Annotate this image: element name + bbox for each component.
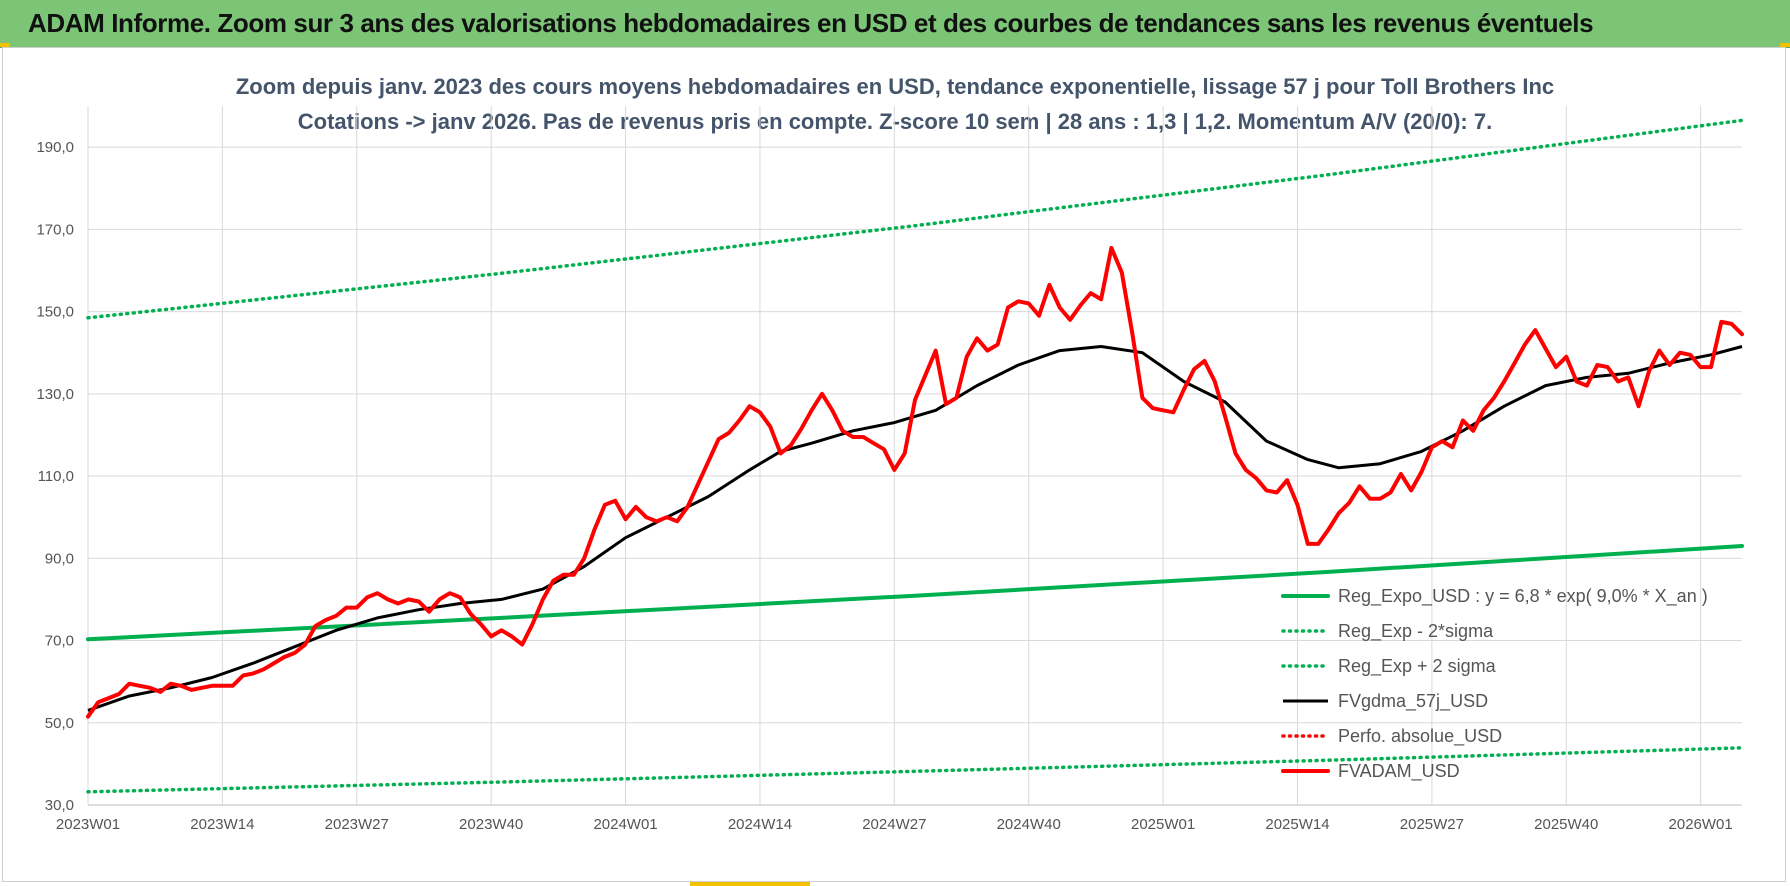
y-tick-label: 50,0 [45, 715, 74, 732]
legend-label: FVgdma_57j_USD [1338, 691, 1488, 712]
y-tick-label: 190,0 [36, 139, 74, 156]
legend-label: Reg_Exp + 2 sigma [1338, 656, 1497, 677]
chart-title-line1: Zoom depuis janv. 2023 des cours moyens … [236, 74, 1554, 99]
series-group [86, 118, 1744, 794]
x-tick-label: 2023W01 [56, 816, 120, 833]
y-tick-label: 170,0 [36, 221, 74, 238]
x-tick-label: 2023W40 [459, 816, 523, 833]
header-banner: ADAM Informe. Zoom sur 3 ans des valoris… [0, 0, 1790, 48]
y-tick-label: 30,0 [45, 797, 74, 814]
y-tick-label: 110,0 [38, 468, 74, 485]
x-tick-label: 2024W14 [728, 816, 792, 833]
y-tick-label: 150,0 [36, 304, 74, 321]
x-axis: 2023W01 2023W14 2023W27 2023W40 2024W01 2024W… [56, 804, 1742, 833]
x-tick-label: 2026W01 [1669, 816, 1733, 833]
legend: Reg_Expo_USD : y = 6,8 * exp( 9,0% * X_a… [1281, 586, 1708, 782]
chart-title-line2: Cotations -> janv 2026. Pas de revenus p… [298, 109, 1492, 134]
bottom-accent-bar [690, 882, 810, 886]
x-tick-label: 2023W14 [190, 816, 254, 833]
x-tick-label: 2025W27 [1400, 816, 1464, 833]
chart-frame [2, 47, 1786, 882]
x-tick-label: 2023W27 [325, 816, 389, 833]
legend-label: Perfo. absolue_USD [1338, 726, 1502, 747]
y-tick-label: 70,0 [45, 633, 74, 650]
x-tick-label: 2025W40 [1534, 816, 1598, 833]
y-tick-label: 90,0 [45, 550, 74, 567]
series-line-reg-exp-2-sigma [86, 746, 1744, 794]
x-tick-label: 2024W27 [862, 816, 926, 833]
legend-label: FVADAM_USD [1338, 761, 1460, 782]
x-tick-label: 2025W14 [1265, 816, 1329, 833]
x-tick-label: 2024W40 [997, 816, 1061, 833]
y-tick-label: 130,0 [36, 386, 74, 403]
page-title: ADAM Informe. Zoom sur 3 ans des valoris… [28, 8, 1594, 38]
legend-label: Reg_Expo_USD : y = 6,8 * exp( 9,0% * X_a… [1338, 586, 1708, 607]
series-line-fvadam-usd [86, 245, 1744, 719]
corner-marker-left [0, 43, 10, 47]
grid [87, 106, 1742, 806]
series-line-reg-exp-2-sigma [86, 118, 1744, 320]
corner-marker-right [1780, 43, 1790, 47]
y-axis: 30,0 50,0 70,0 90,0 110,0 130,0 150,0 170,0 190,… [36, 139, 74, 814]
legend-label: Reg_Exp - 2*sigma [1338, 621, 1494, 642]
x-tick-label: 2025W01 [1131, 816, 1195, 833]
series-line-reg-expo-usd-y-6-8-exp-9-0-x-an [86, 544, 1744, 642]
x-tick-label: 2024W01 [593, 816, 657, 833]
